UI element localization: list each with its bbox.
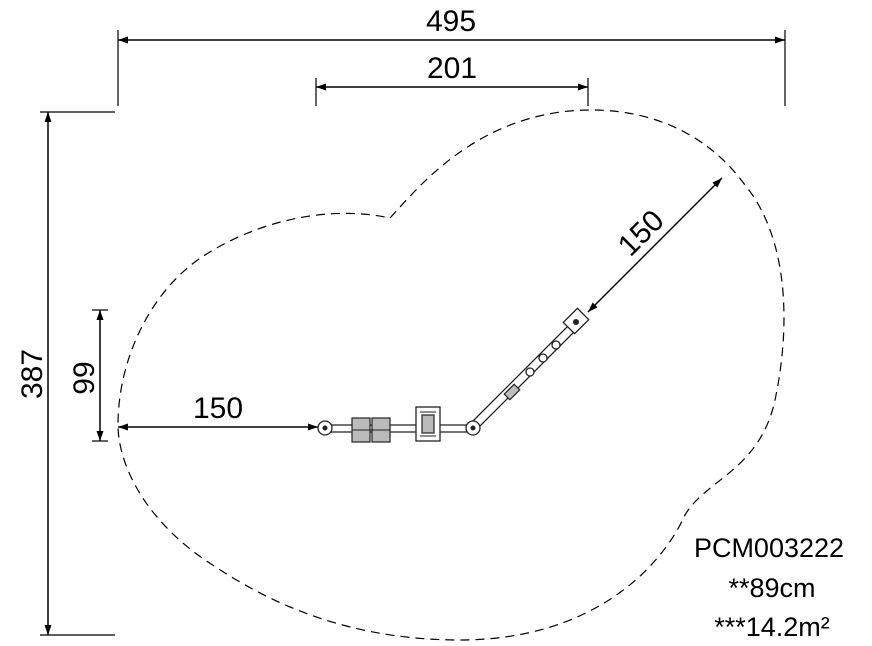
dimension-label-495: 495: [426, 5, 476, 38]
dimension-inner-width: 201: [315, 52, 589, 106]
info-block: PCM003222 **89cm ***14.2m²: [694, 533, 844, 642]
dimension-label-150-horizontal: 150: [193, 392, 243, 425]
dimension-diagonal-length: 150: [587, 177, 723, 313]
dimension-left-length: 150: [118, 392, 318, 431]
dimension-overall-width: 495: [117, 5, 786, 106]
dimension-label-150-diagonal: 150: [612, 204, 671, 263]
dimension-label-387: 387: [16, 349, 49, 399]
safety-zone-boundary: [117, 109, 785, 641]
area: ***14.2m²: [714, 612, 830, 642]
fall-height: **89cm: [728, 573, 815, 603]
dimension-left-height: 99: [68, 309, 108, 442]
playground-equipment: [317, 307, 590, 443]
product-code: PCM003222: [694, 533, 844, 563]
dimension-label-201: 201: [427, 52, 477, 85]
dimension-label-99: 99: [68, 361, 101, 394]
dimension-overall-height: 387: [16, 111, 115, 636]
